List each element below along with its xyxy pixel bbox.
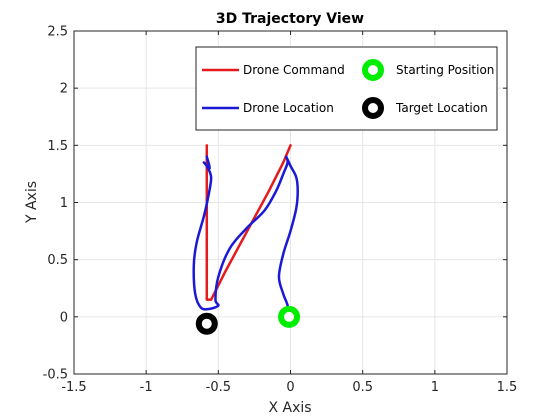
y-tick-label: 2.5 <box>47 25 68 40</box>
marker-starting-position <box>278 305 301 328</box>
y-tick-label: 1.5 <box>47 139 68 154</box>
series-line-drone-command <box>205 144 292 301</box>
y-tick-label: 2 <box>60 82 68 97</box>
legend-box <box>195 46 498 131</box>
legend-label-starting-position: Starting Position <box>396 63 494 77</box>
series-layer <box>192 144 301 335</box>
ticks: -1.5 -1 -0.5 0 0.5 1 1.5 -0.5 0 0.5 1 1.5 2 2.5 <box>43 25 518 396</box>
x-tick-label: 1 <box>431 380 439 395</box>
series-line-drone-location <box>192 155 299 319</box>
y-tick-label: 0 <box>60 310 68 325</box>
y-tick-label: -0.5 <box>43 368 68 383</box>
chart-title: 3D Trajectory View <box>216 11 364 27</box>
legend-swatch-starting-position <box>362 59 384 81</box>
x-tick-label: 0.5 <box>352 380 373 395</box>
x-tick-label: 1.5 <box>497 380 518 395</box>
y-tick-label: 1 <box>60 196 68 211</box>
x-tick-label: -0.5 <box>206 380 231 395</box>
x-tick-label: -1.5 <box>61 380 86 395</box>
marker-target-location <box>195 312 218 335</box>
legend-label-target-location: Target Location <box>395 101 488 115</box>
x-axis-label: X Axis <box>268 400 311 416</box>
x-tick-label: 0 <box>286 380 294 395</box>
x-tick-label: -1 <box>140 380 153 395</box>
legend-label-drone-command: Drone Command <box>243 63 345 77</box>
legend-label-drone-location: Drone Location <box>243 101 334 115</box>
legend: Drone Command Drone Location Starting Po… <box>195 46 498 131</box>
y-axis-label: Y Axis <box>24 181 40 224</box>
y-tick-label: 0.5 <box>47 253 68 268</box>
legend-swatch-target-location <box>362 97 384 119</box>
